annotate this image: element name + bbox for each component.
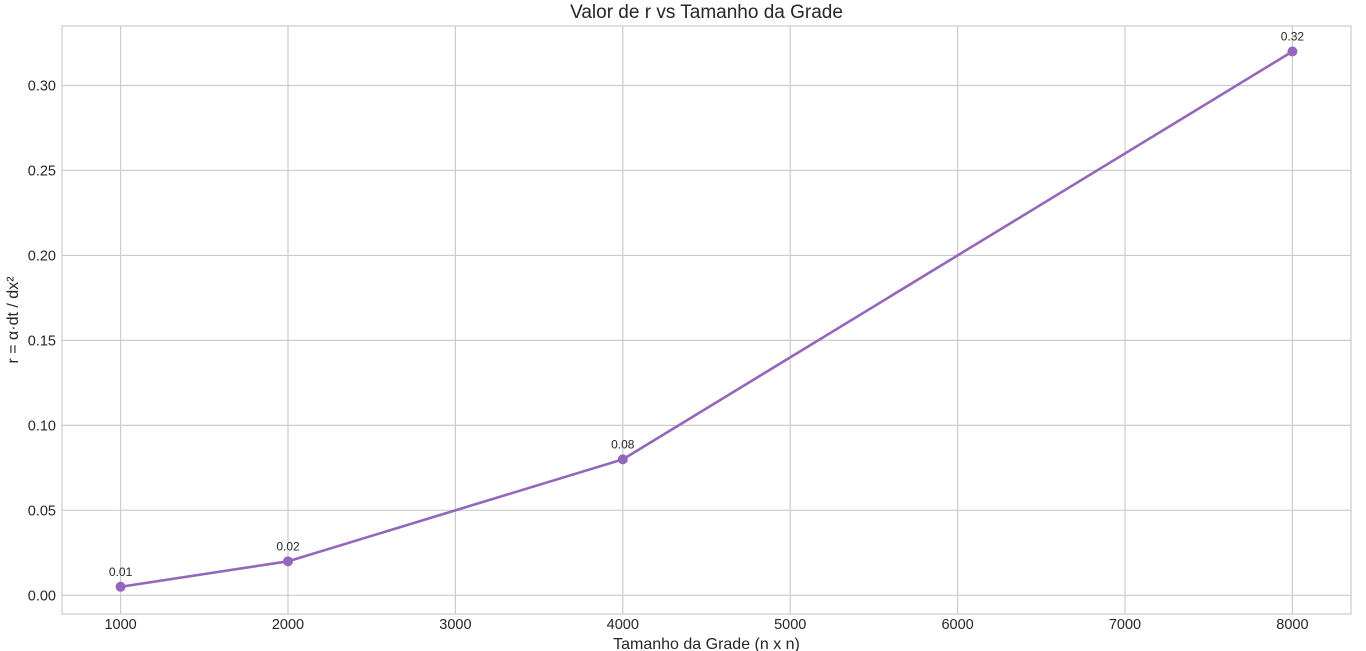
y-tick-label: 0.20 <box>28 248 56 264</box>
x-tick-label: 2000 <box>272 617 304 633</box>
x-tick-label: 7000 <box>1109 617 1141 633</box>
data-label: 0.08 <box>611 437 635 451</box>
x-tick-label: 8000 <box>1276 617 1308 633</box>
grid <box>62 26 1351 614</box>
x-tick-label: 6000 <box>941 617 973 633</box>
y-tick-label: 0.30 <box>28 78 56 94</box>
y-axis-ticks: 0.00 0.05 0.10 0.15 0.20 0.25 0.30 <box>28 78 56 604</box>
x-axis-label: Tamanho da Grade (n x n) <box>613 636 800 651</box>
data-label: 0.32 <box>1281 29 1305 43</box>
y-tick-label: 0.15 <box>28 333 56 349</box>
data-point <box>617 454 628 465</box>
data-labels: 0.01 0.02 0.08 0.32 <box>109 29 1304 578</box>
data-point <box>282 556 293 567</box>
series-line <box>119 50 1294 589</box>
data-point <box>1287 46 1298 57</box>
x-tick-label: 3000 <box>439 617 471 633</box>
data-label: 0.01 <box>109 565 133 579</box>
data-points <box>115 46 1298 592</box>
x-tick-label: 4000 <box>607 617 639 633</box>
plot-frame <box>61 25 1352 615</box>
y-tick-label: 0.00 <box>28 588 56 604</box>
x-axis-ticks: 1000 2000 3000 4000 5000 6000 7000 8000 <box>104 617 1308 633</box>
chart-title: Valor de r vs Tamanho da Grade <box>570 2 843 23</box>
data-point <box>115 581 126 592</box>
y-axis-label: r = α·dt / dx² <box>5 276 22 364</box>
x-tick-label: 5000 <box>774 617 806 633</box>
x-tick-label: 1000 <box>104 617 136 633</box>
y-tick-label: 0.05 <box>28 503 56 519</box>
data-label: 0.02 <box>276 539 300 553</box>
y-tick-label: 0.25 <box>28 163 56 179</box>
y-tick-label: 0.10 <box>28 418 56 434</box>
